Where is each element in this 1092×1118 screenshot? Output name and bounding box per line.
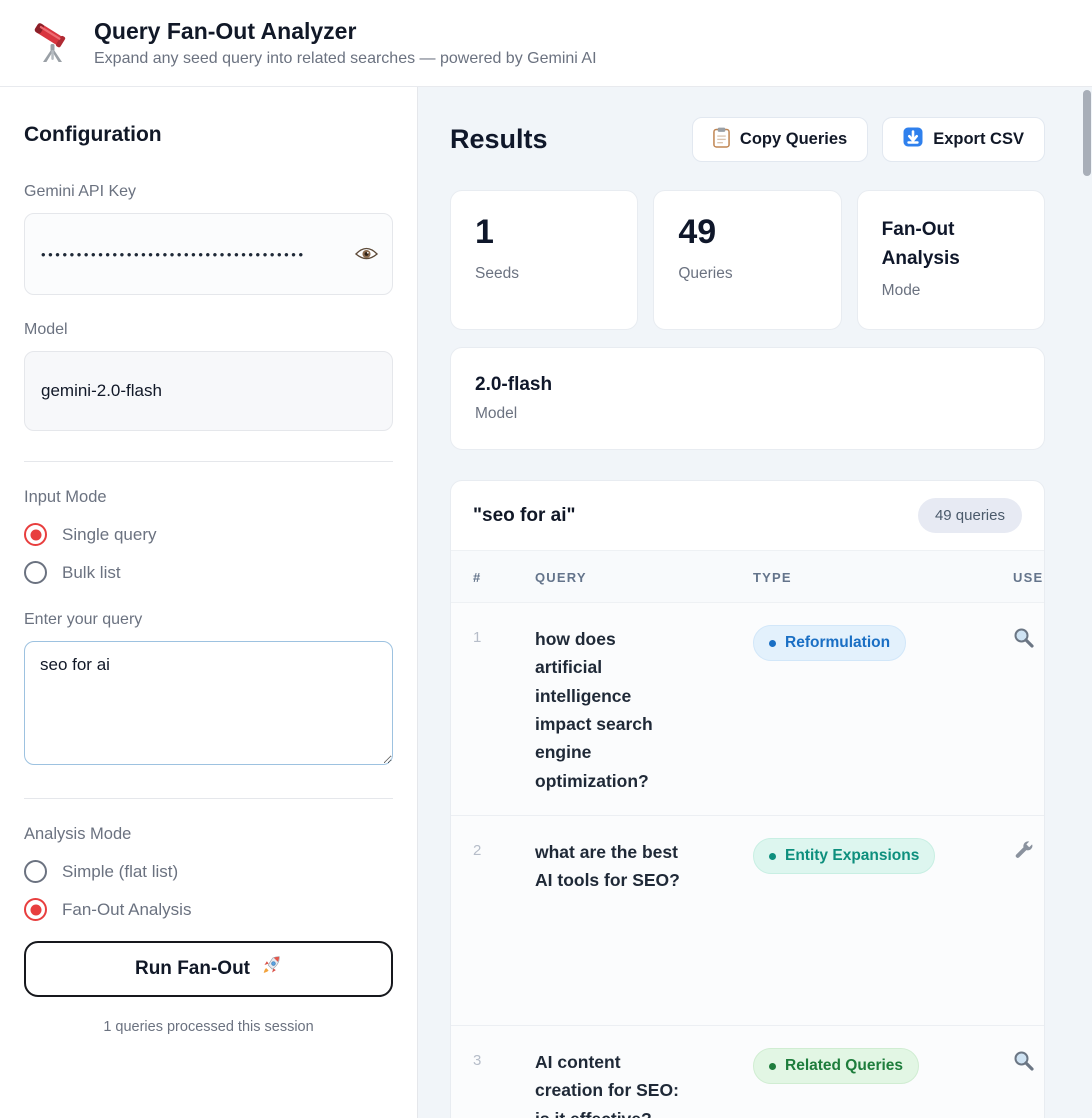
export-csv-button[interactable]: Export CSV (882, 117, 1045, 162)
session-note: 1 queries processed this session (103, 1019, 314, 1035)
download-icon (903, 127, 923, 152)
api-key-input[interactable] (41, 246, 348, 262)
radio-simple-flat-list[interactable]: Simple (flat list) (24, 860, 393, 883)
radio-button-checked[interactable] (24, 898, 47, 921)
divider (24, 798, 393, 799)
table-row: 1 how does artificial intelligence impac… (451, 603, 1044, 817)
stat-value: 49 (678, 213, 717, 251)
stat-label: Seeds (475, 265, 519, 282)
column-header-type: TYPE (753, 570, 792, 585)
type-badge-entity-expansions: Entity Expansions (753, 838, 936, 875)
radio-button-unchecked[interactable] (24, 860, 47, 883)
row-query: AI content creation for SEO: is it effec… (535, 1052, 679, 1118)
export-csv-label: Export CSV (933, 130, 1024, 148)
magnifier-icon (1013, 628, 1035, 653)
badge-label: Entity Expansions (785, 847, 920, 865)
model-card-label: Model (475, 405, 518, 422)
seed-query-text: "seo for ai" (473, 504, 576, 526)
radio-label: Bulk list (62, 562, 121, 582)
column-header-query: QUERY (535, 570, 587, 585)
radio-label: Single query (62, 524, 157, 544)
scrollbar-thumb[interactable] (1083, 90, 1091, 176)
configuration-panel: Configuration Gemini API Key Model gemin… (0, 87, 418, 1118)
magnifier-icon (1013, 1051, 1035, 1076)
radio-fan-out-analysis[interactable]: Fan-Out Analysis (24, 898, 393, 921)
model-input[interactable]: gemini-2.0-flash (24, 351, 393, 431)
radio-bulk-list[interactable]: Bulk list (24, 561, 393, 584)
row-query: how does artificial intelligence impact … (535, 629, 653, 791)
stat-card-seeds: 1 Seeds (450, 190, 639, 330)
column-header-use: USE (1013, 570, 1044, 585)
query-label: Enter your query (24, 611, 143, 628)
radio-label: Simple (flat list) (62, 861, 179, 881)
stat-card-mode: Fan-Out Analysis Mode (856, 190, 1045, 330)
stat-value: Fan-Out Analysis (881, 219, 960, 270)
badge-dot (769, 639, 776, 647)
row-query: what are the best AI tools for SEO? (535, 842, 680, 891)
copy-queries-label: Copy Queries (739, 130, 848, 148)
query-count-badge: 49 queries (917, 498, 1022, 533)
stat-value: 1 (475, 213, 494, 251)
toggle-key-visibility-button[interactable] (354, 247, 379, 265)
model-card-value: 2.0-flash (475, 374, 553, 395)
results-panel: Results Copy Queries (418, 87, 1092, 1118)
radio-button-unchecked[interactable] (24, 561, 47, 584)
type-badge-related-queries: Related Queries (753, 1048, 920, 1085)
api-key-label: Gemini API Key (24, 183, 137, 200)
stat-card-queries: 49 Queries (653, 190, 842, 330)
run-button-label: Run Fan-Out (134, 958, 251, 979)
page-title: Query Fan-Out Analyzer (94, 18, 357, 44)
page-subtitle: Expand any seed query into related searc… (94, 50, 597, 67)
model-label: Model (24, 321, 68, 338)
stat-label: Mode (881, 281, 921, 299)
radio-button-checked[interactable] (24, 523, 47, 546)
eye-icon (354, 247, 379, 265)
table-row: 3 AI content creation for SEO: is it eff… (451, 1026, 1044, 1118)
wrench-icon (1013, 841, 1035, 866)
radio-label: Fan-Out Analysis (62, 899, 192, 919)
input-mode-label: Input Mode (24, 488, 107, 506)
configuration-heading: Configuration (24, 123, 162, 146)
clipboard-icon (713, 127, 730, 153)
app-header: Query Fan-Out Analyzer Expand any seed q… (0, 0, 1092, 87)
header-text: Query Fan-Out Analyzer Expand any seed q… (94, 18, 597, 68)
row-number: 3 (473, 1052, 482, 1070)
badge-label: Related Queries (785, 1057, 904, 1075)
table-row: 2 what are the best AI tools for SEO? En… (451, 816, 1044, 1027)
radio-single-query[interactable]: Single query (24, 523, 393, 546)
stat-label: Queries (678, 265, 733, 282)
copy-queries-button[interactable]: Copy Queries (691, 117, 869, 162)
badge-label: Reformulation (785, 634, 891, 651)
analysis-mode-label: Analysis Mode (24, 825, 132, 843)
rocket-icon (260, 955, 282, 983)
column-header-num: # (473, 570, 482, 585)
badge-dot (769, 852, 776, 860)
model-summary-card: 2.0-flash Model (450, 347, 1045, 450)
query-textarea[interactable]: seo for ai (24, 641, 393, 765)
model-value: gemini-2.0-flash (41, 381, 162, 400)
run-fan-out-button[interactable]: Run Fan-Out (24, 941, 393, 997)
telescope-icon (30, 20, 76, 66)
table-header-row: # QUERY TYPE USE (451, 550, 1044, 603)
api-key-field (24, 213, 393, 295)
badge-dot (769, 1062, 776, 1070)
query-results-card: "seo for ai" 49 queries # QUERY TYPE USE… (450, 480, 1045, 1118)
row-number: 1 (473, 629, 482, 646)
type-badge-reformulation: Reformulation (753, 625, 907, 661)
results-heading: Results (450, 124, 548, 154)
row-number: 2 (473, 842, 482, 860)
divider (24, 461, 393, 462)
